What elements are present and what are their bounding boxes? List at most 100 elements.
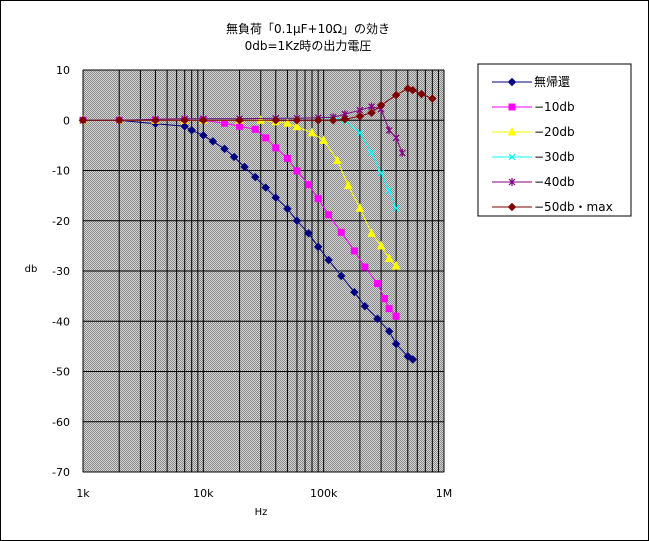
data-point bbox=[304, 229, 313, 238]
data-point bbox=[385, 305, 393, 313]
data-point bbox=[392, 204, 400, 212]
y-tick-label: -30 bbox=[52, 265, 70, 278]
data-point bbox=[361, 263, 369, 271]
legend-label: −50db・max bbox=[534, 200, 613, 214]
data-point bbox=[261, 183, 270, 192]
legend-label: 無帰還 bbox=[534, 74, 570, 89]
data-point bbox=[391, 90, 401, 100]
data-point bbox=[283, 118, 292, 127]
y-tick-label: -60 bbox=[52, 416, 70, 429]
chart-title-line2: 0db=1Kz時の出力電圧 bbox=[245, 39, 372, 53]
data-point bbox=[199, 131, 208, 140]
data-point bbox=[251, 172, 260, 182]
legend-box bbox=[477, 63, 632, 217]
data-point bbox=[115, 116, 124, 125]
data-point bbox=[367, 108, 376, 117]
data-point bbox=[340, 115, 350, 124]
data-point bbox=[367, 228, 376, 237]
data-point bbox=[307, 127, 317, 137]
data-point bbox=[376, 240, 386, 250]
data-point bbox=[398, 148, 406, 157]
x-tick-label: 10k bbox=[193, 487, 214, 500]
data-point bbox=[350, 287, 359, 297]
y-tick-label: -40 bbox=[52, 315, 70, 328]
data-point bbox=[337, 228, 345, 236]
data-point bbox=[373, 314, 382, 323]
data-point bbox=[373, 280, 381, 288]
data-point bbox=[403, 352, 412, 361]
y-tick-label: -50 bbox=[52, 366, 70, 379]
data-point bbox=[324, 255, 333, 265]
data-point bbox=[337, 271, 346, 281]
legend-marker bbox=[507, 202, 517, 212]
data-point bbox=[229, 152, 239, 162]
legend-marker bbox=[507, 77, 517, 87]
data-point bbox=[343, 180, 353, 190]
data-point bbox=[385, 126, 393, 135]
data-point bbox=[328, 116, 338, 125]
data-point bbox=[293, 167, 301, 175]
data-point bbox=[384, 253, 394, 262]
data-point bbox=[417, 89, 426, 99]
series-6 bbox=[78, 84, 437, 125]
data-point bbox=[235, 116, 244, 125]
data-point bbox=[251, 125, 259, 133]
data-point bbox=[180, 116, 189, 125]
data-point bbox=[392, 133, 400, 142]
x-tick-label: 1k bbox=[76, 487, 90, 500]
data-point bbox=[408, 85, 417, 95]
data-point bbox=[283, 204, 292, 213]
data-point bbox=[220, 144, 229, 154]
x-axis-label: Hz bbox=[255, 507, 268, 518]
data-point bbox=[333, 155, 342, 164]
x-tick-label: 100k bbox=[310, 487, 338, 500]
data-point bbox=[314, 195, 322, 203]
data-point bbox=[256, 115, 266, 124]
data-point bbox=[355, 112, 365, 121]
data-point bbox=[272, 144, 280, 152]
y-tick-label: -70 bbox=[52, 466, 70, 479]
data-point bbox=[355, 203, 365, 212]
data-point bbox=[428, 94, 437, 103]
data-point bbox=[350, 247, 358, 255]
data-point bbox=[271, 193, 280, 202]
data-point bbox=[283, 154, 291, 162]
data-point bbox=[384, 327, 394, 336]
data-point bbox=[385, 187, 393, 195]
y-tick-label: -20 bbox=[52, 215, 70, 228]
legend-marker bbox=[508, 178, 516, 186]
data-point bbox=[305, 181, 313, 189]
y-tick-label: -10 bbox=[52, 165, 70, 178]
legend-label: −40db bbox=[534, 175, 575, 189]
data-point bbox=[313, 116, 323, 125]
data-point bbox=[271, 116, 280, 125]
data-point bbox=[262, 134, 270, 142]
data-point bbox=[187, 126, 196, 135]
y-axis-label: db bbox=[25, 264, 38, 275]
legend-label: −10db bbox=[534, 100, 575, 114]
data-point bbox=[180, 122, 189, 131]
data-point bbox=[292, 116, 302, 125]
data-point bbox=[319, 135, 328, 144]
data-point bbox=[292, 121, 302, 131]
y-tick-label: 10 bbox=[56, 64, 70, 77]
data-point bbox=[240, 162, 249, 172]
data-point bbox=[391, 339, 401, 349]
data-point bbox=[408, 355, 417, 364]
y-tick-label: 0 bbox=[63, 114, 70, 127]
data-point bbox=[313, 242, 323, 252]
data-point bbox=[360, 301, 370, 311]
data-point bbox=[78, 116, 88, 125]
legend-marker bbox=[508, 103, 516, 111]
data-point bbox=[391, 260, 401, 270]
legend-label: −20db bbox=[534, 125, 575, 139]
legend-marker bbox=[508, 153, 516, 161]
data-point bbox=[377, 169, 385, 177]
x-tick-label: 1M bbox=[436, 487, 453, 500]
chart-title-line1: 無負荷「0.1μF+10Ω」の効き bbox=[226, 21, 390, 36]
data-point bbox=[151, 116, 160, 125]
data-point bbox=[325, 211, 333, 219]
data-point bbox=[199, 116, 208, 125]
legend-label: −30db bbox=[534, 150, 575, 164]
